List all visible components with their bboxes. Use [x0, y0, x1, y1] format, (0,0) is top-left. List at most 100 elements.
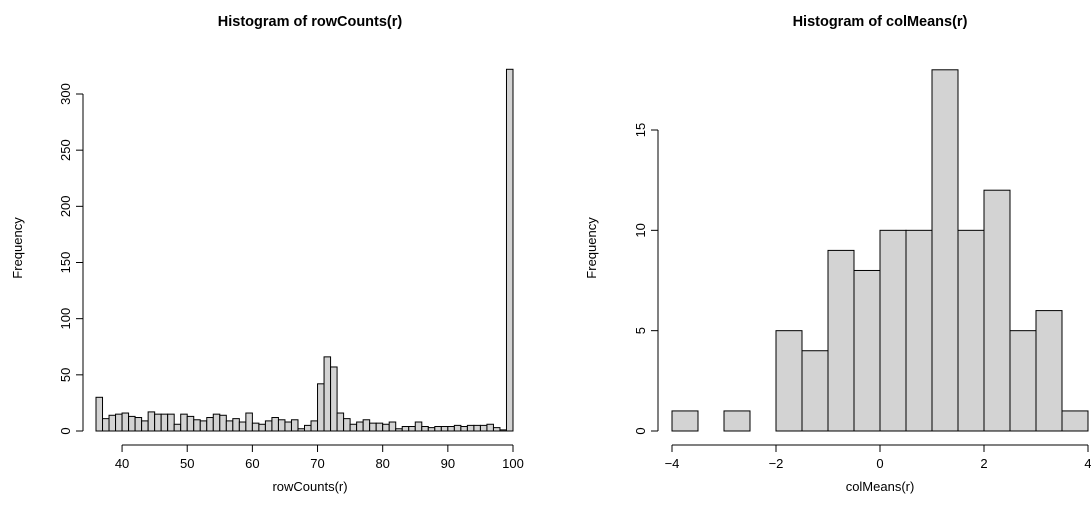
x-tick-label: 50 — [180, 456, 194, 471]
histogram-bar — [284, 421, 292, 432]
histogram-bar — [95, 396, 104, 432]
histogram-bar — [853, 269, 881, 432]
histogram-bar — [121, 412, 130, 432]
y-tick-label: 10 — [633, 223, 648, 237]
histogram-bar — [134, 417, 143, 432]
histogram-bar — [408, 426, 416, 432]
colmeans-histogram: Histogram of colMeans(r) −4 −2 0 2 4 051015 … — [584, 14, 1091, 494]
histogram-bar — [102, 418, 110, 432]
x-tick-label: −4 — [665, 456, 680, 471]
histogram-bar — [356, 421, 364, 432]
histogram-bar — [1061, 410, 1089, 432]
histogram-bar — [271, 417, 279, 432]
histogram-bar — [479, 424, 488, 432]
x-tick-label: 100 — [502, 456, 524, 471]
histogram-bar — [199, 420, 208, 432]
histogram-bar — [905, 229, 933, 432]
histogram-bar — [427, 427, 436, 432]
colmeans-bars — [671, 69, 1089, 432]
histogram-bar — [206, 417, 214, 432]
rowcounts-x-label: rowCounts(r) — [272, 479, 347, 494]
histogram-bar — [505, 68, 514, 432]
y-tick-label: 15 — [633, 123, 648, 137]
y-tick-label: 150 — [58, 252, 73, 274]
histogram-bar — [128, 415, 136, 432]
x-tick-label: 80 — [375, 456, 389, 471]
histogram-bar — [401, 426, 410, 432]
histogram-bar — [434, 426, 442, 432]
histogram-bar — [499, 429, 507, 432]
histogram-bar — [160, 413, 169, 432]
histogram-bar — [421, 426, 429, 432]
histogram-bar — [1009, 330, 1037, 432]
histogram-bar — [440, 426, 449, 432]
histogram-bar — [801, 350, 829, 432]
x-tick-label: 4 — [1084, 456, 1091, 471]
histogram-bar — [290, 419, 299, 432]
histogram-bar — [180, 413, 188, 432]
histogram-bar — [369, 422, 377, 432]
histogram-bar — [983, 189, 1011, 432]
histogram-bar — [147, 411, 156, 432]
y-tick-label: 0 — [58, 427, 73, 434]
histogram-bar — [414, 421, 423, 432]
histogram-bar — [251, 422, 260, 432]
histogram-bar — [336, 412, 345, 432]
x-tick-label: 70 — [310, 456, 324, 471]
y-tick-label: 100 — [58, 308, 73, 330]
y-tick-label: 0 — [633, 427, 648, 434]
rowcounts-histogram: Histogram of rowCounts(r) 40 50 60 70 80 90 10… — [10, 14, 524, 494]
histogram-bar — [141, 420, 149, 432]
histogram-bar — [167, 413, 175, 432]
x-tick-label: 60 — [245, 456, 259, 471]
y-tick-label: 50 — [58, 368, 73, 382]
x-tick-label: 0 — [876, 456, 883, 471]
histogram-bar — [186, 415, 195, 432]
histogram-bar — [827, 249, 855, 432]
colmeans-x-ticks: −4 −2 0 2 4 — [665, 445, 1091, 471]
histogram-bar — [310, 420, 319, 432]
x-tick-label: 2 — [980, 456, 987, 471]
histogram-bar — [1035, 310, 1063, 432]
histogram-bar — [447, 426, 455, 432]
histogram-bar — [671, 410, 699, 432]
histogram-bar — [258, 423, 266, 432]
histogram-bar — [304, 424, 312, 432]
rowcounts-x-ticks: 40 50 60 70 80 90 100 — [115, 445, 524, 471]
x-tick-label: 90 — [441, 456, 455, 471]
histogram-bar — [173, 423, 182, 432]
histogram-bar — [453, 424, 462, 432]
y-tick-label: 300 — [58, 83, 73, 105]
histogram-bar — [931, 69, 959, 432]
histogram-bar — [879, 229, 907, 432]
histogram-bar — [375, 422, 384, 432]
histogram-bar — [466, 424, 475, 432]
colmeans-x-label: colMeans(r) — [846, 479, 915, 494]
histogram-bar — [388, 421, 397, 432]
histogram-bar — [460, 426, 468, 432]
histogram-bar — [219, 414, 227, 432]
rowcounts-y-label: Frequency — [10, 217, 25, 279]
y-tick-label: 5 — [633, 327, 648, 334]
histogram-bar — [193, 419, 201, 432]
rowcounts-y-ticks: 0 50 100 150 200 250 300 — [58, 83, 83, 435]
histogram-bar — [264, 420, 273, 432]
histogram-bar — [723, 410, 751, 432]
x-tick-label: 40 — [115, 456, 129, 471]
histogram-bar — [297, 428, 306, 432]
rowcounts-title: Histogram of rowCounts(r) — [218, 14, 403, 30]
histogram-bar — [108, 414, 117, 432]
histogram-bar — [232, 418, 240, 432]
histogram-bar — [486, 423, 494, 432]
histogram-bar — [154, 413, 162, 432]
rowcounts-bars — [95, 68, 514, 432]
x-tick-label: −2 — [769, 456, 784, 471]
histogram-bar — [212, 413, 221, 432]
colmeans-y-ticks: 0 5 10 15 — [633, 123, 658, 435]
histogram-bar — [362, 419, 371, 432]
histogram-bar — [492, 427, 501, 432]
histogram-bar — [330, 366, 338, 432]
histogram-bar — [395, 428, 403, 432]
histogram-bar — [323, 356, 332, 432]
